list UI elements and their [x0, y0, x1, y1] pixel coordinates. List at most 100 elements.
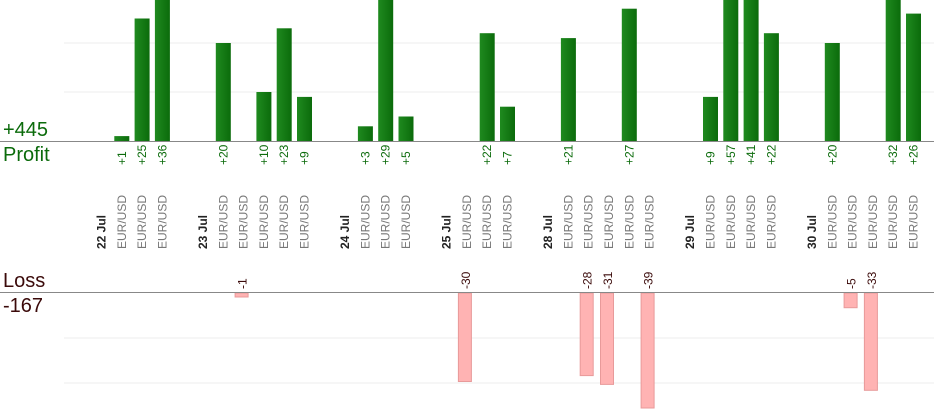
pair-label: EUR/USD [602, 195, 616, 249]
pair-label: EUR/USD [135, 195, 149, 249]
pair-label: EUR/USD [115, 195, 129, 249]
profit-bar [621, 8, 637, 142]
pair-label: EUR/USD [886, 195, 900, 249]
profit-value-label: +27 [622, 144, 636, 165]
pair-label: EUR/USD [643, 195, 657, 249]
pair-label: EUR/USD [825, 195, 839, 249]
profit-value-label: +1 [115, 151, 129, 165]
pair-label: EUR/USD [216, 195, 230, 249]
pair-label: EUR/USD [237, 195, 251, 249]
loss-bar [579, 292, 594, 377]
profit-value-label: +20 [825, 144, 839, 165]
pair-label: EUR/USD [501, 195, 515, 249]
profit-value-label: +57 [724, 144, 738, 165]
pair-label: EUR/USD [907, 195, 921, 249]
profit-value-label: +25 [135, 144, 149, 165]
loss-bar [600, 292, 614, 385]
profit-bar [479, 33, 495, 142]
profit-bar [560, 38, 576, 141]
profit-bar [824, 43, 840, 141]
loss-value-label: -33 [865, 271, 879, 289]
pair-label: EUR/USD [582, 195, 596, 249]
date-label: 24 Jul [338, 215, 352, 249]
pair-label: EUR/USD [480, 195, 494, 249]
date-label: 30 Jul [805, 215, 819, 249]
pair-label: EUR/USD [846, 195, 860, 249]
profit-bar [500, 106, 515, 141]
pair-label: EUR/USD [866, 195, 880, 249]
loss-bar [457, 292, 472, 382]
pair-label: EUR/USD [399, 195, 413, 249]
loss-bar [843, 292, 858, 309]
pair-label: EUR/USD [257, 195, 271, 249]
pair-label: EUR/USD [764, 195, 778, 249]
date-label: 29 Jul [683, 215, 697, 249]
profit-value-label: +32 [886, 144, 900, 165]
category-labels: 22 Jul EUR/USD EUR/USD EUR/USD 23 Jul EUR/USD… [95, 195, 921, 249]
profit-value-label: +7 [501, 151, 515, 165]
pair-label: EUR/USD [358, 195, 372, 249]
loss-bar [640, 292, 655, 409]
profit-bar [723, 0, 739, 141]
loss-value-label: -28 [581, 271, 595, 289]
loss-value-label: -1 [236, 278, 250, 289]
pair-label: EUR/USD [744, 195, 758, 249]
profit-value-label: +20 [216, 144, 230, 165]
date-label: 25 Jul [440, 215, 454, 249]
profit-value-label: +9 [704, 151, 718, 165]
pair-label: EUR/USD [704, 195, 718, 249]
profit-bar [215, 43, 231, 141]
profit-value-label: +22 [764, 144, 778, 165]
pair-label: EUR/USD [622, 195, 636, 249]
profit-bar [134, 18, 150, 141]
profit-total: +445 [3, 119, 49, 141]
value-labels: +1 +25 +36 +20 -1 +10 +23 +9 +3 +29 +5 -30 +22 +7 +21 -… [115, 144, 921, 289]
profit-bar [154, 0, 170, 141]
loss-label: Loss [3, 270, 46, 292]
profit-bar [256, 92, 272, 141]
profit-value-label: +22 [480, 144, 494, 165]
gridlines [64, 42, 934, 384]
profit-value-label: +3 [358, 151, 372, 165]
loss-value-label: -30 [459, 271, 473, 289]
loss-value-label: -5 [845, 278, 859, 289]
profit-bar [703, 96, 718, 141]
profit-value-label: +41 [744, 144, 758, 165]
pair-label: EUR/USD [155, 195, 169, 249]
pair-label: EUR/USD [561, 195, 575, 249]
profit-bar [378, 0, 394, 142]
profit-bar [906, 13, 921, 142]
profit-value-label: +21 [561, 144, 575, 165]
profit-bar [885, 0, 901, 141]
pair-label: EUR/USD [277, 195, 291, 249]
profit-bar [114, 136, 130, 141]
profit-value-label: +10 [257, 144, 271, 165]
pair-label: EUR/USD [379, 195, 393, 249]
profit-value-label: +36 [155, 144, 169, 165]
profit-bar [357, 126, 373, 141]
profit-bar [297, 96, 312, 141]
profit-bar [763, 33, 779, 142]
profit-bar [398, 116, 414, 141]
profit-value-label: +23 [277, 144, 291, 165]
loss-total: -167 [3, 295, 44, 317]
profit-value-label: +5 [399, 151, 413, 165]
pair-label: EUR/USD [460, 195, 474, 249]
date-label: 22 Jul [95, 215, 109, 249]
bars [114, 0, 921, 409]
loss-value-label: -39 [642, 271, 656, 289]
pair-label: EUR/USD [724, 195, 738, 249]
axes [0, 141, 934, 293]
loss-value-label: -31 [601, 271, 615, 289]
profit-value-label: +29 [379, 144, 393, 165]
profit-label: Profit [3, 144, 50, 166]
loss-bar [863, 292, 878, 391]
profit-value-label: +9 [298, 151, 312, 165]
profit-bar [743, 0, 759, 141]
date-label: 23 Jul [196, 215, 210, 249]
loss-bar [234, 292, 249, 298]
pair-label: EUR/USD [298, 195, 312, 249]
profit-value-label: +26 [907, 144, 921, 165]
profit-bar [276, 28, 292, 141]
